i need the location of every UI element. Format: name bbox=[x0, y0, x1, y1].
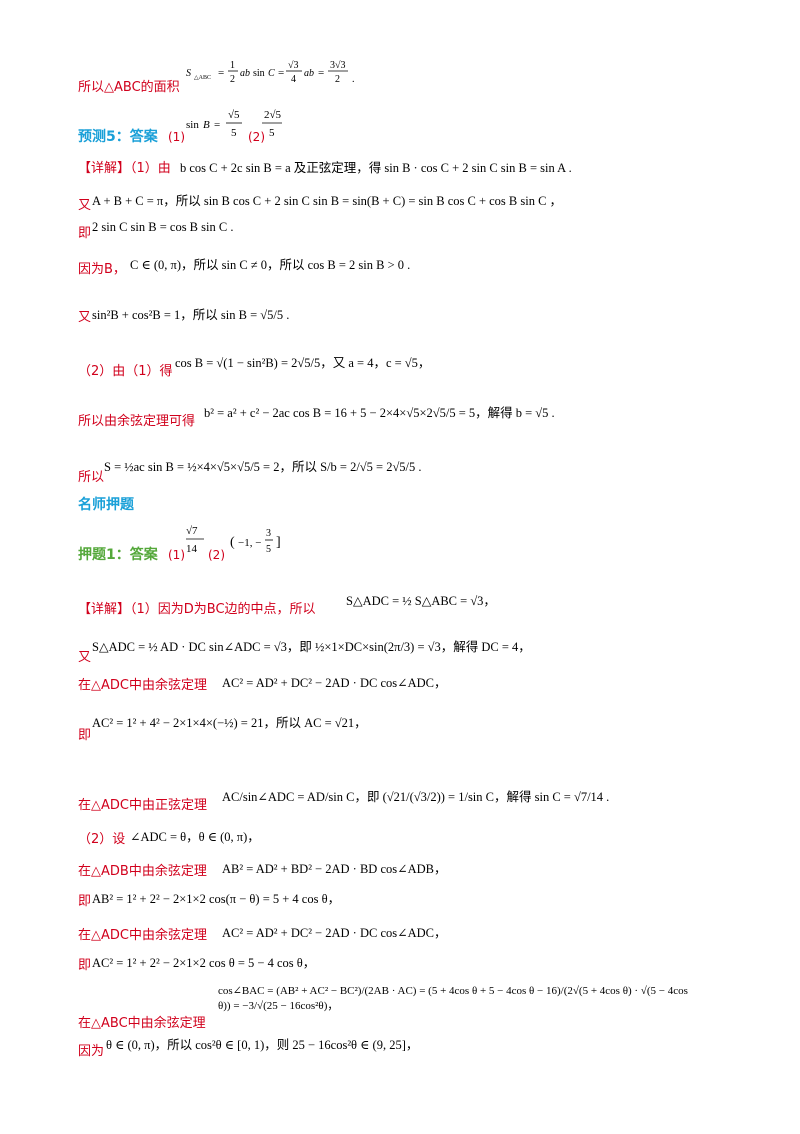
text-line-7: 又 bbox=[78, 310, 92, 325]
svg-text:√3: √3 bbox=[288, 60, 299, 71]
svg-text:5: 5 bbox=[269, 127, 275, 139]
svg-text:5: 5 bbox=[231, 127, 237, 139]
math-line-10: S = ½ac sin B = ½×4×√5×√5/5 = 2，所以 S/b =… bbox=[104, 460, 422, 474]
svg-text:3√3: 3√3 bbox=[330, 60, 346, 71]
text-line-20: 即 bbox=[78, 894, 92, 909]
math-line-7: sin²B + cos²B = 1，所以 sin B = √5/5 . bbox=[92, 308, 290, 322]
svg-text:=: = bbox=[214, 119, 220, 131]
math-line-21: AC² = AD² + DC² − 2AD · DC cos∠ADC， bbox=[222, 926, 447, 940]
svg-text:C: C bbox=[268, 68, 275, 79]
svg-text:.: . bbox=[352, 74, 355, 85]
math-line-6: C ∈ (0, π)，所以 sin C ≠ 0，所以 cos B = 2 sin… bbox=[130, 258, 411, 272]
svg-text:−1, −: −1, − bbox=[238, 537, 261, 549]
math-line-24: θ ∈ (0, π)，所以 cos²θ ∈ [0, 1)，则 25 − 16co… bbox=[106, 1038, 419, 1052]
svg-text:sin: sin bbox=[253, 68, 265, 79]
q1-part-1-label: (1) bbox=[168, 548, 185, 562]
math-line-15: AC² = AD² + DC² − 2AD · DC cos∠ADC， bbox=[222, 676, 447, 690]
math-line-13: S△ADC = ½ S△ABC = √3， bbox=[346, 594, 496, 608]
math-line-14: S△ADC = ½ AD · DC sin∠ADC = √3，即 ½×1×DC×… bbox=[92, 640, 531, 654]
svg-text:4: 4 bbox=[291, 74, 296, 85]
svg-text:]: ] bbox=[276, 535, 281, 550]
svg-text:2√5: 2√5 bbox=[264, 109, 282, 121]
text-line-14: 又 bbox=[78, 650, 92, 665]
math-line-17: AC/sin∠ADC = AD/sin C，即 (√21/(√3/2)) = 1… bbox=[222, 790, 610, 804]
answer-1-formula: sin B = √5 5 2√5 5 bbox=[186, 104, 306, 152]
svg-text:√5: √5 bbox=[228, 109, 240, 121]
q1-answer-svg: √7 14 ( −1, − 3 5 ] bbox=[186, 525, 281, 555]
svg-text:(: ( bbox=[230, 535, 235, 550]
text-line-6: 因为B， bbox=[78, 262, 126, 277]
svg-text:ab: ab bbox=[240, 68, 250, 79]
svg-text:=: = bbox=[318, 67, 324, 79]
text-line-22: 即 bbox=[78, 958, 92, 973]
heading-prediction-5: 预测5：答案 bbox=[78, 129, 158, 145]
svg-text:S: S bbox=[186, 68, 191, 79]
svg-text:5: 5 bbox=[266, 544, 271, 555]
text-line-5: 即 bbox=[78, 226, 92, 241]
math-line-20: AB² = 1² + 2² − 2×1×2 cos(π − θ) = 5 + 4… bbox=[92, 892, 341, 906]
math-line-23: cos∠BAC = (AB² + AC² − BC²)/(2AB · AC) =… bbox=[218, 985, 688, 1012]
part-1-label: (1) bbox=[168, 130, 185, 144]
q1-answer-formula: √7 14 ( −1, − 3 5 ] bbox=[186, 520, 286, 568]
svg-text:=: = bbox=[218, 67, 224, 79]
svg-text:△ABC: △ABC bbox=[194, 75, 211, 81]
detail-label-1: 【详解】（1）由 bbox=[78, 161, 171, 176]
text-line-17: 在△ADC中由正弦定理 bbox=[78, 798, 207, 813]
math-line-3: b cos C + 2c sin B = a 及正弦定理，得 sin B · c… bbox=[180, 161, 572, 175]
svg-text:2: 2 bbox=[230, 74, 235, 85]
heading-master-questions: 名师押题 bbox=[78, 497, 134, 513]
svg-text:3: 3 bbox=[266, 528, 271, 539]
svg-text:ab: ab bbox=[304, 68, 314, 79]
math-line-8: cos B = √(1 − sin²B) = 2√5/5，又 a = 4，c =… bbox=[175, 356, 431, 370]
text-line-24: 因为 bbox=[78, 1044, 105, 1059]
math-line-16: AC² = 1² + 4² − 2×1×4×(−½) = 21，所以 AC = … bbox=[92, 716, 367, 730]
math-line-4: A + B + C = π，所以 sin B cos C + 2 sin C s… bbox=[92, 194, 563, 208]
svg-text:√7: √7 bbox=[186, 525, 198, 537]
text-line-15: 在△ADC中由余弦定理 bbox=[78, 678, 207, 693]
text-line-10: 所以 bbox=[78, 470, 105, 485]
svg-text:1: 1 bbox=[230, 60, 235, 71]
detail-label-q1: 【详解】（1）因为D为BC边的中点，所以 bbox=[78, 602, 316, 617]
answer-formula-svg: sin B = √5 5 2√5 5 bbox=[186, 109, 282, 139]
svg-text:2: 2 bbox=[335, 74, 340, 85]
math-line-5: 2 sin C sin B = cos B sin C . bbox=[92, 220, 234, 234]
math-line-18: ∠ADC = θ，θ ∈ (0, π)， bbox=[130, 830, 260, 844]
math-line-1: S △ABC = 1 2 ab sin C = √3 4 ab = 3√3 2 … bbox=[182, 58, 372, 101]
text-line-18: （2）设 bbox=[78, 832, 126, 847]
text-line-21: 在△ADC中由余弦定理 bbox=[78, 928, 207, 943]
svg-text:B: B bbox=[203, 119, 210, 131]
svg-text:14: 14 bbox=[186, 543, 198, 555]
part-2-label: (2) bbox=[248, 130, 265, 144]
area-formula-svg: S △ABC = 1 2 ab sin C = √3 4 ab = 3√3 2 … bbox=[186, 60, 355, 85]
text-line-4: 又 bbox=[78, 198, 92, 213]
svg-text:=: = bbox=[278, 67, 284, 79]
text-line-8: （2）由（1）得 bbox=[78, 364, 173, 379]
math-line-22: AC² = 1² + 2² − 2×1×2 cos θ = 5 − 4 cos … bbox=[92, 956, 316, 970]
text-line-9: 所以由余弦定理可得 bbox=[78, 414, 196, 429]
svg-text:sin: sin bbox=[186, 119, 199, 131]
text-line-23: 在△ABC中由余弦定理 bbox=[78, 1016, 206, 1031]
math-line-9: b² = a² + c² − 2ac cos B = 16 + 5 − 2×4×… bbox=[204, 406, 555, 420]
text-line-19: 在△ADB中由余弦定理 bbox=[78, 864, 207, 879]
text-line-1-label: 所以△ABC的面积 bbox=[78, 80, 180, 95]
q1-part-2-label: (2) bbox=[208, 548, 225, 562]
text-line-16: 即 bbox=[78, 728, 92, 743]
math-line-19: AB² = AD² + BD² − 2AD · BD cos∠ADB， bbox=[222, 862, 447, 876]
heading-question-1: 押题1：答案 bbox=[78, 547, 158, 563]
